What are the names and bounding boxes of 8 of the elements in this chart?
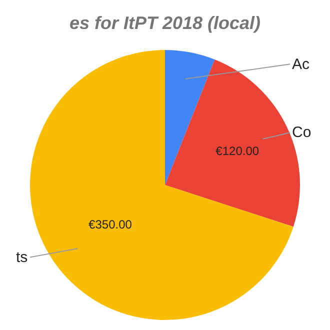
slice-label: Ac [292,56,310,73]
data-label: €350.00 [88,218,132,232]
pie-slice [165,50,215,185]
pie-slice [30,50,294,320]
slice-label: Co [292,124,312,141]
data-label: €120.00 [216,144,260,158]
chart-title: es for ItPT 2018 (local) [69,13,261,34]
slice-label: ts [16,249,28,266]
